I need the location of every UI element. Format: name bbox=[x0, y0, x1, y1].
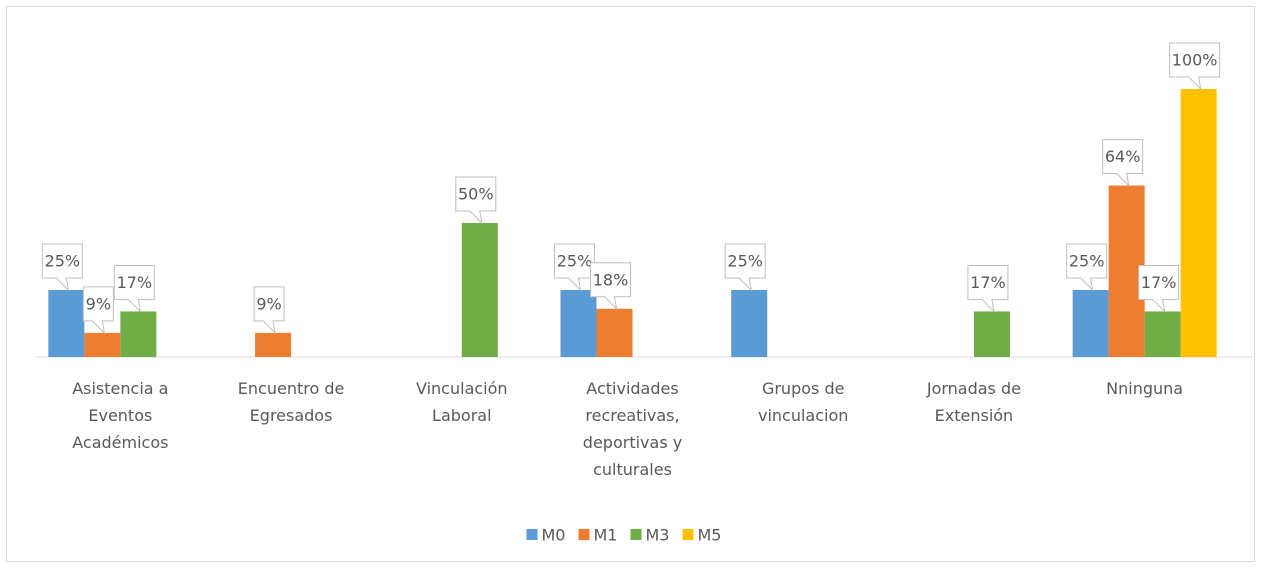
callout bbox=[253, 286, 285, 335]
data-label: 17% bbox=[1141, 273, 1177, 292]
bar bbox=[560, 290, 597, 357]
x-tick-label: Nninguna bbox=[1106, 379, 1184, 398]
bar bbox=[1180, 89, 1217, 357]
bar bbox=[84, 332, 121, 357]
callout bbox=[1102, 138, 1144, 187]
bar bbox=[48, 290, 85, 357]
bar bbox=[1072, 290, 1109, 357]
legend-label: M0 bbox=[542, 526, 566, 545]
data-label: 25% bbox=[1069, 252, 1105, 271]
x-tick-label: Actividades recreativas, deportivas y cu… bbox=[582, 379, 683, 479]
data-label: 17% bbox=[970, 273, 1006, 292]
callout bbox=[1169, 42, 1221, 91]
bar bbox=[461, 223, 498, 357]
x-tick-label: Encuentro de Egresados bbox=[237, 379, 345, 425]
data-label: 100% bbox=[1172, 51, 1218, 70]
callout bbox=[724, 243, 766, 292]
callout bbox=[113, 264, 155, 313]
bar bbox=[120, 311, 157, 357]
legend-label: M1 bbox=[594, 526, 618, 545]
bar bbox=[973, 311, 1010, 357]
callout bbox=[41, 243, 83, 292]
bar bbox=[255, 332, 292, 357]
bar bbox=[1144, 311, 1181, 357]
data-label: 17% bbox=[117, 273, 153, 292]
data-label: 50% bbox=[458, 185, 494, 204]
callout bbox=[967, 264, 1009, 313]
data-label: 9% bbox=[256, 294, 281, 313]
legend-swatch bbox=[682, 529, 694, 540]
bar bbox=[731, 290, 768, 357]
x-tick-label: Vinculación Laboral bbox=[416, 379, 508, 425]
callout bbox=[1066, 243, 1108, 292]
data-label: 25% bbox=[727, 252, 763, 271]
x-tick-label: Grupos de vinculacion bbox=[757, 379, 849, 425]
legend-label: M3 bbox=[646, 526, 670, 545]
legend-label: M5 bbox=[698, 526, 722, 545]
callout bbox=[554, 243, 595, 292]
legend-swatch bbox=[630, 529, 642, 540]
data-label: 64% bbox=[1105, 147, 1141, 166]
legend-swatch bbox=[526, 529, 538, 540]
legend-swatch bbox=[578, 529, 590, 540]
data-label: 18% bbox=[593, 270, 629, 289]
callout bbox=[590, 262, 631, 311]
data-label: 25% bbox=[557, 252, 593, 271]
callout bbox=[82, 286, 114, 335]
x-tick-label: Jornadas de Extensión bbox=[926, 379, 1021, 425]
callout bbox=[455, 176, 497, 225]
data-label: 25% bbox=[45, 252, 81, 271]
bar bbox=[596, 308, 633, 357]
data-label: 9% bbox=[86, 294, 111, 313]
callout bbox=[1138, 264, 1180, 313]
x-tick-label: Asistencia a Eventos Académicos bbox=[72, 379, 169, 452]
